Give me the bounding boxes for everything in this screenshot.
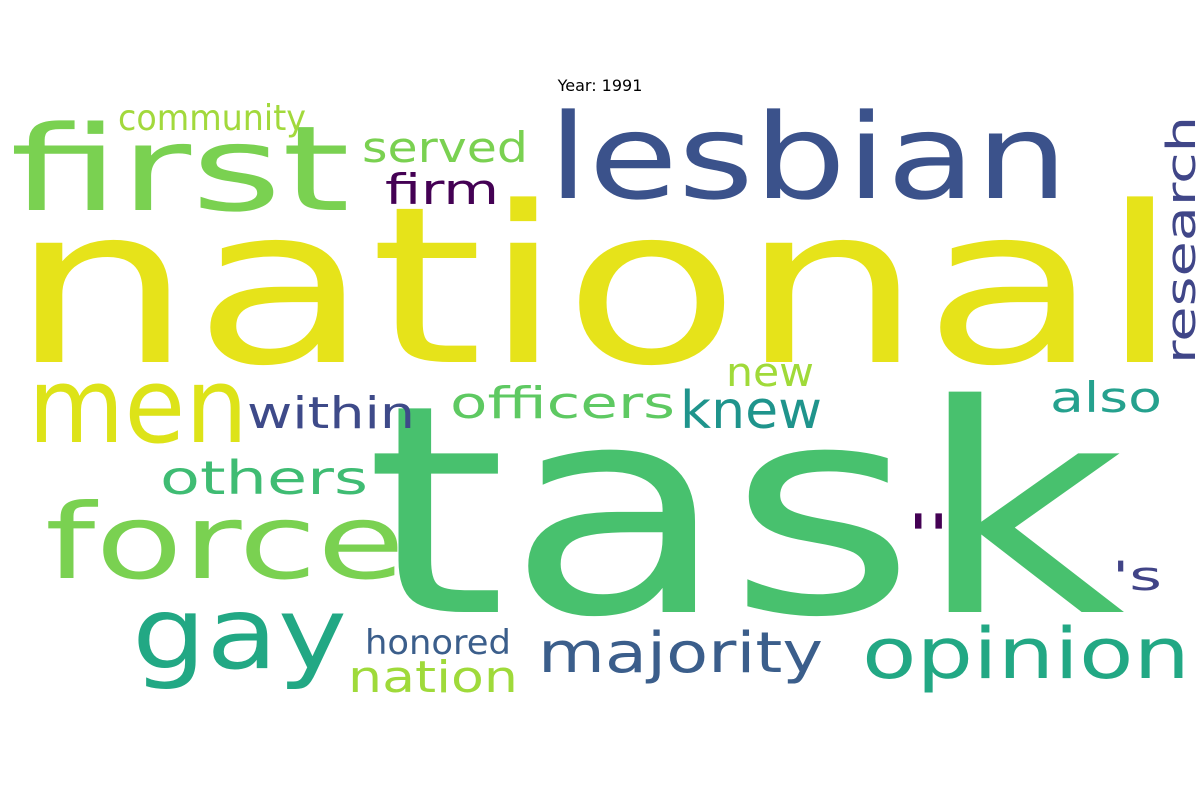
- word-knew: knew: [680, 381, 822, 441]
- word-new: new: [726, 350, 814, 396]
- word-opinion: opinion: [862, 613, 1190, 695]
- word-others: others: [160, 451, 368, 505]
- word-also: also: [1050, 373, 1162, 422]
- word-first: first: [10, 100, 350, 238]
- word-national: national: [10, 161, 1180, 414]
- word-majority: majority: [538, 621, 823, 686]
- word-community: community: [118, 98, 306, 139]
- word-task: task: [365, 344, 1125, 681]
- word-nation: nation: [348, 652, 518, 703]
- word-colon: :: [902, 496, 962, 546]
- word-within: within: [247, 388, 415, 439]
- word-apostrophe-s: 's: [1112, 554, 1162, 600]
- word-gay: gay: [132, 575, 347, 692]
- word-research: research: [1159, 116, 1200, 364]
- word-lesbian: lesbian: [548, 88, 1068, 226]
- word-served: served: [362, 123, 528, 172]
- word-force: force: [45, 481, 405, 603]
- word-honored: honored: [365, 623, 511, 663]
- word-officers: officers: [450, 378, 675, 429]
- word-men: men: [28, 345, 248, 467]
- word-firm: firm: [385, 165, 499, 214]
- figure-title: Year: 1991: [557, 76, 643, 95]
